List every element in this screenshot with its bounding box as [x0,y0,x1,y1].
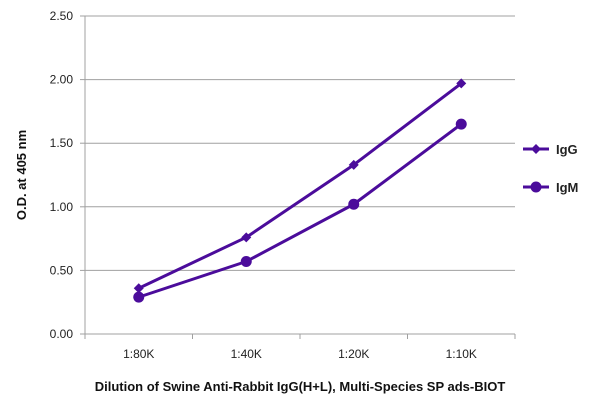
x-tick-label: 1:20K [338,347,369,361]
x-axis-title: Dilution of Swine Anti-Rabbit IgG(H+L), … [95,379,506,394]
legend-marker-igm [530,181,542,193]
x-tick-label: 1:10K [446,347,477,361]
series-line-igm [138,122,463,299]
data-point-igg [456,78,467,89]
series-line-igg [138,82,463,290]
legend-marker-igg [531,144,541,154]
y-tick-label: 0.00 [50,327,74,341]
legend-label-igg: IgG [556,142,578,157]
data-point-igg [348,159,359,170]
x-tick-label: 1:80K [123,347,154,361]
y-tick-label: 1.00 [50,200,74,214]
data-point-igm [133,291,145,303]
y-tick-labels: 0.00 0.50 1.00 1.50 2.00 2.50 [50,9,74,341]
y-tick-label: 1.50 [50,136,74,150]
y-tick-label: 2.00 [50,73,74,87]
series-igm [133,118,467,303]
x-tick-label: 1:40K [231,347,262,361]
series-igg [133,78,467,294]
data-point-igg [241,232,252,243]
data-point-igm [240,255,252,267]
gridlines [80,15,516,339]
data-point-igg [133,283,144,294]
y-tick-label: 0.50 [50,263,74,277]
data-point-igm [455,118,467,130]
data-point-igm [348,198,360,210]
y-axis-title: O.D. at 405 nm [14,130,29,220]
legend: IgG IgM [523,142,578,195]
series-layer [133,78,467,303]
x-tick-labels: 1:80K 1:40K 1:20K 1:10K [123,347,477,361]
y-tick-label: 2.50 [50,9,74,23]
legend-label-igm: IgM [556,180,578,195]
